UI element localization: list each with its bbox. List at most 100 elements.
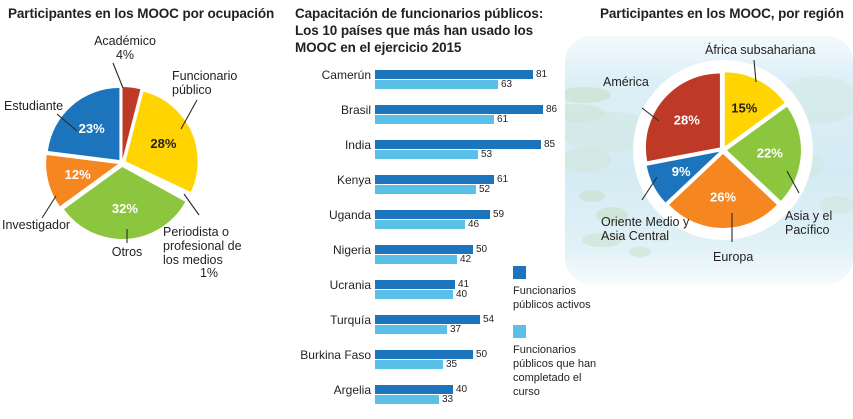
pie-pct-label-funcionario-p-blico: 28% — [150, 136, 176, 151]
bar-value-label: 46 — [468, 219, 480, 230]
legend-swatch-active — [513, 266, 526, 279]
bar-value-label: 63 — [501, 79, 513, 90]
bar-completed — [375, 325, 447, 334]
region-pie-chart: 15% 22% 26% 9% 28% — [565, 36, 853, 284]
map-blob — [596, 207, 628, 223]
bar-active — [375, 350, 473, 359]
pie-label-funcionario-publico: Funcionario público — [172, 69, 238, 97]
bar-completed — [375, 255, 457, 264]
bar-value-label: 41 — [458, 279, 470, 290]
pie-label-america: América — [603, 75, 649, 89]
bar-group: 40 33 — [375, 384, 468, 405]
bar-group: 41 40 — [375, 279, 470, 300]
region-pie-section: 15% 22% 26% 9% 28% Participantes en los MOOC… — [565, 0, 853, 419]
pie-slice-otros — [64, 167, 186, 239]
bar-completed — [375, 150, 478, 159]
map-blob — [565, 148, 611, 172]
occupation-pie-section: Participantes en los MOOC por ocupación … — [0, 0, 293, 419]
bar-value-label: 52 — [479, 184, 491, 195]
bar-row-nigeria: Nigeria 50 42 — [295, 243, 563, 265]
leader-line — [786, 170, 800, 194]
occupation-pie-chart: 28% 32% 12% 23% — [41, 62, 200, 243]
bar-category-label: Kenya — [336, 173, 371, 187]
bar-value-label: 85 — [544, 139, 556, 150]
map-blob — [565, 87, 611, 103]
pie-slice-estudiante — [47, 87, 120, 160]
bar-category-label: Nigeria — [332, 243, 371, 257]
bar-value-label: 81 — [536, 69, 548, 80]
map-blob — [629, 247, 651, 257]
pie-slice-investigador — [46, 155, 119, 207]
bar-completed — [375, 80, 498, 89]
bar-category-label: India — [344, 138, 371, 152]
bar-category-label: Camerún — [321, 68, 371, 82]
bar-chart: Camerún 81 63 Brasil 86 61 India 85 53 Kenya 61 52 U… — [295, 68, 563, 419]
pie-label-europa: Europa — [713, 250, 754, 264]
bar-legend: Funcionarios públicos activos Funcionari… — [513, 266, 613, 412]
pie-label-oriente-medio: Oriente Medio y Asia Central — [601, 215, 690, 243]
pie-label-otros: Otros — [111, 245, 143, 259]
map-blob — [565, 104, 605, 122]
bar-category-label: Turquía — [330, 313, 371, 327]
bar-row-uganda: Uganda 59 46 — [295, 209, 563, 230]
legend-entry-completed: Funcionarios públicos que han completado… — [513, 325, 613, 399]
bar-value-label: 59 — [493, 209, 505, 220]
bar-active — [375, 140, 541, 149]
bar-value-label: 40 — [456, 289, 468, 300]
bar-row-kenya: Kenya 61 52 — [295, 173, 563, 195]
pie-label-investigador: Investigador — [2, 218, 71, 232]
bar-completed — [375, 290, 453, 299]
bar-category-label: Burkina Faso — [300, 348, 371, 362]
bar-completed — [375, 185, 476, 194]
pie-pct-label-asia-y-el-pac-fico: 22% — [757, 145, 783, 160]
pie-slice-oriente-medio-y-asia-central — [646, 151, 720, 203]
pie-pct-label-europa: 26% — [710, 189, 736, 204]
bar-active — [375, 385, 453, 394]
occupation-pie-title: Participantes en los MOOC por ocupación — [8, 6, 275, 21]
leader-line — [183, 193, 200, 216]
bar-active — [375, 245, 473, 254]
map-blob — [582, 233, 622, 247]
map-blob — [819, 196, 853, 214]
pie-slice-europa — [669, 154, 777, 228]
bar-row-ucrania: Ucrania 41 40 — [295, 278, 563, 300]
training-bar-section: Capacitación de funcionarios públicos: L… — [293, 0, 596, 419]
bar-group: 61 52 — [375, 175, 508, 195]
bar-row-turqu-a: Turquía 54 37 — [295, 313, 563, 335]
pie-slice-periodista-o-profesional-de- — [125, 164, 191, 200]
bar-category-label: Argelia — [333, 383, 371, 397]
bar-category-label: Ucrania — [329, 278, 371, 292]
bar-active — [375, 105, 543, 114]
pie-slice-funcionario-p-blico — [125, 91, 198, 192]
bar-value-label: 37 — [450, 324, 462, 335]
bar-value-label: 50 — [476, 244, 488, 255]
legend-entry-active: Funcionarios públicos activos — [513, 266, 613, 312]
pie-pct-label-estudiante: 23% — [79, 121, 105, 136]
bar-completed — [375, 395, 439, 404]
bar-value-label: 33 — [442, 394, 454, 405]
leader-lines — [41, 62, 200, 243]
leader-line — [56, 113, 78, 132]
bar-active — [375, 210, 490, 219]
pie-label-africa-subsahariana: África subsahariana — [705, 43, 816, 57]
bar-group: 81 63 — [375, 69, 548, 90]
leader-line — [41, 195, 57, 219]
training-bar-title: Capacitación de funcionarios públicos: L… — [295, 6, 544, 55]
leader-line — [753, 59, 757, 83]
pie-pct-label-oriente-medio-y-asia-central: 9% — [672, 164, 691, 179]
pie-label-academico: Académico 4% — [94, 34, 156, 62]
map-blob — [579, 190, 605, 202]
pie-pct-label-am-rica: 28% — [674, 113, 700, 128]
bar-group: 59 46 — [375, 209, 505, 230]
pie-slice-asia-y-el-pac-fico — [727, 106, 801, 201]
region-pie-title: Participantes en los MOOC, por región — [600, 6, 844, 21]
bar-value-label: 40 — [456, 384, 468, 395]
bar-category-label: Brasil — [340, 103, 371, 117]
pie-pct-label-investigador: 12% — [65, 167, 91, 182]
bar-row-argelia: Argelia 40 33 — [295, 383, 563, 405]
pie-label-periodista: Periodista o profesional de los medios 1… — [163, 225, 242, 281]
bar-completed — [375, 115, 494, 124]
pie-slice-acad-mico — [122, 87, 141, 159]
leader-line — [641, 176, 658, 201]
